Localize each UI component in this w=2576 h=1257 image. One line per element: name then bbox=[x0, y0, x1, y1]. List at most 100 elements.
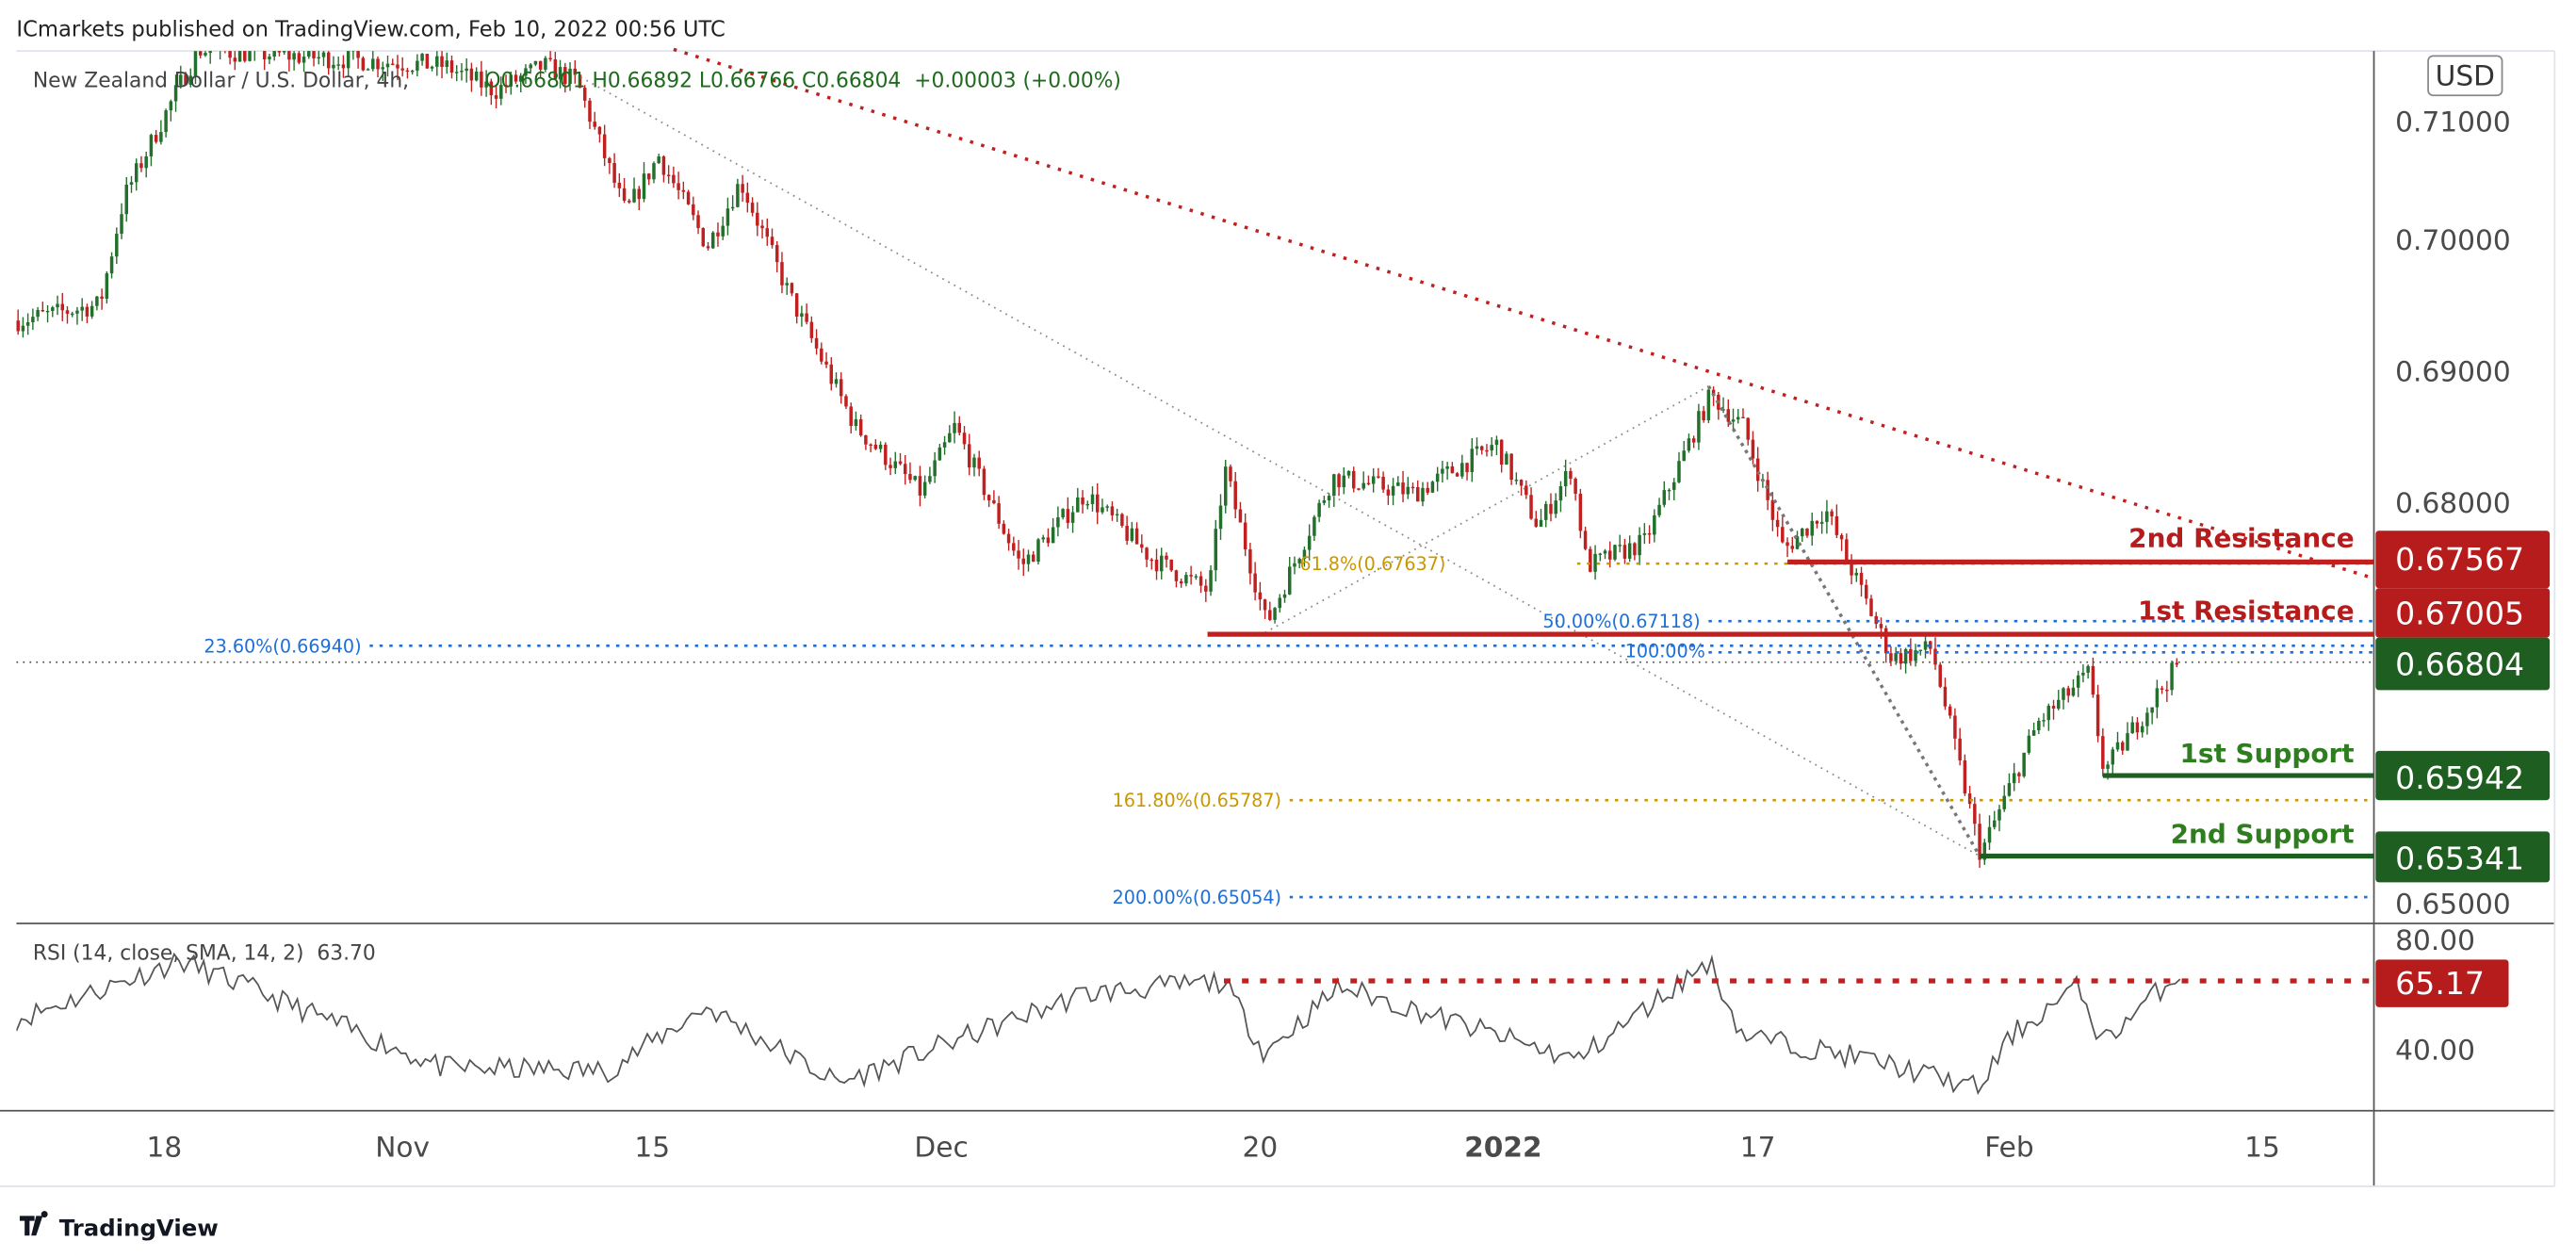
candle-body bbox=[1165, 555, 1168, 560]
current-price: 0.66804 bbox=[2395, 646, 2524, 683]
candle bbox=[1751, 431, 1755, 465]
tradingview-logo[interactable]: TradingView bbox=[19, 1211, 219, 1241]
candle bbox=[710, 231, 715, 250]
candle-body bbox=[1307, 535, 1312, 550]
candle bbox=[1337, 472, 1341, 497]
candle-body bbox=[173, 85, 178, 102]
candle-body bbox=[1993, 820, 1997, 827]
candle bbox=[474, 67, 479, 82]
candle bbox=[568, 61, 572, 91]
candle bbox=[1755, 447, 1760, 492]
symbol-legend[interactable]: New Zealand Dollar / U.S. Dollar, 4h, bbox=[33, 69, 409, 92]
candle bbox=[2076, 670, 2080, 697]
candle-body bbox=[317, 57, 321, 58]
candle bbox=[1061, 508, 1065, 520]
candle-body bbox=[420, 54, 424, 61]
candle bbox=[1198, 571, 1203, 594]
candle-body bbox=[986, 495, 991, 500]
candle-body bbox=[1154, 559, 1159, 572]
candle bbox=[70, 311, 74, 318]
candle bbox=[1125, 515, 1129, 546]
candle-body bbox=[1218, 505, 1223, 530]
candle-body bbox=[425, 54, 430, 69]
candle-body bbox=[480, 71, 483, 88]
candle bbox=[1238, 501, 1243, 523]
candle-body bbox=[864, 435, 868, 445]
candle bbox=[1184, 572, 1188, 587]
candle-body bbox=[1421, 487, 1425, 502]
candle-body bbox=[100, 296, 104, 300]
candle bbox=[1002, 520, 1006, 535]
candle bbox=[2042, 712, 2046, 727]
candle-body bbox=[730, 206, 735, 209]
candle-body bbox=[416, 60, 419, 71]
candle-body bbox=[307, 51, 311, 57]
candle bbox=[1558, 481, 1563, 513]
candle-body bbox=[1159, 555, 1164, 572]
candle bbox=[933, 451, 937, 483]
candle bbox=[1421, 482, 1425, 507]
candle-body bbox=[1248, 549, 1252, 574]
candle-body bbox=[933, 460, 937, 477]
candle-body bbox=[814, 337, 819, 349]
rsi-legend[interactable]: RSI (14, close, SMA, 14, 2) 63.70 bbox=[33, 941, 376, 965]
candle-body bbox=[346, 51, 351, 69]
candle bbox=[2126, 722, 2129, 751]
candle-body bbox=[1859, 572, 1864, 585]
candle bbox=[1485, 444, 1489, 457]
candle-body bbox=[1386, 489, 1391, 496]
candle-body bbox=[903, 464, 907, 475]
candle-body bbox=[602, 134, 607, 158]
candle bbox=[440, 51, 444, 79]
candle bbox=[824, 351, 828, 368]
candle bbox=[1070, 505, 1075, 533]
candle bbox=[1179, 579, 1183, 588]
candle-body bbox=[1120, 514, 1124, 527]
candle bbox=[1332, 473, 1336, 508]
candle-body bbox=[1017, 550, 1020, 559]
candle bbox=[913, 475, 917, 482]
candle bbox=[248, 51, 252, 62]
candle bbox=[1647, 525, 1652, 544]
candle-body bbox=[800, 313, 804, 317]
candle bbox=[95, 296, 99, 311]
candle bbox=[1317, 499, 1321, 523]
candle bbox=[1677, 451, 1681, 484]
candle-body bbox=[1229, 466, 1232, 482]
candle bbox=[1889, 645, 1893, 666]
candle bbox=[1174, 569, 1179, 588]
candle bbox=[484, 70, 488, 97]
candle-body bbox=[1223, 466, 1228, 506]
candle-body bbox=[1593, 553, 1597, 572]
candle-body bbox=[1184, 575, 1188, 584]
candle-body bbox=[608, 157, 611, 164]
candle bbox=[1721, 397, 1725, 414]
candle bbox=[588, 98, 592, 129]
candle bbox=[1406, 477, 1410, 499]
candle bbox=[903, 454, 907, 485]
candle-body bbox=[953, 422, 956, 433]
candle-body bbox=[1657, 504, 1661, 515]
candle-body bbox=[228, 51, 232, 58]
candle bbox=[1426, 482, 1429, 496]
candle-body bbox=[272, 51, 276, 57]
rsi-legend-value: 63.70 bbox=[317, 941, 375, 965]
candle-body bbox=[321, 52, 326, 57]
candle bbox=[1041, 534, 1045, 543]
candle bbox=[1569, 467, 1573, 485]
candle-body bbox=[1268, 610, 1272, 620]
candle bbox=[1766, 471, 1769, 511]
candle-body bbox=[908, 474, 912, 481]
candle-body bbox=[1677, 461, 1681, 482]
candle bbox=[889, 457, 892, 476]
candle-body bbox=[1332, 474, 1336, 497]
candle-body bbox=[1850, 560, 1853, 576]
candle-body bbox=[1569, 470, 1573, 480]
candle bbox=[1563, 459, 1568, 498]
candle bbox=[858, 414, 863, 437]
candle-body bbox=[2140, 726, 2144, 733]
currency-button[interactable] bbox=[2427, 55, 2503, 97]
candle bbox=[672, 166, 676, 188]
candle-body bbox=[51, 307, 55, 311]
candle bbox=[1987, 815, 1992, 850]
